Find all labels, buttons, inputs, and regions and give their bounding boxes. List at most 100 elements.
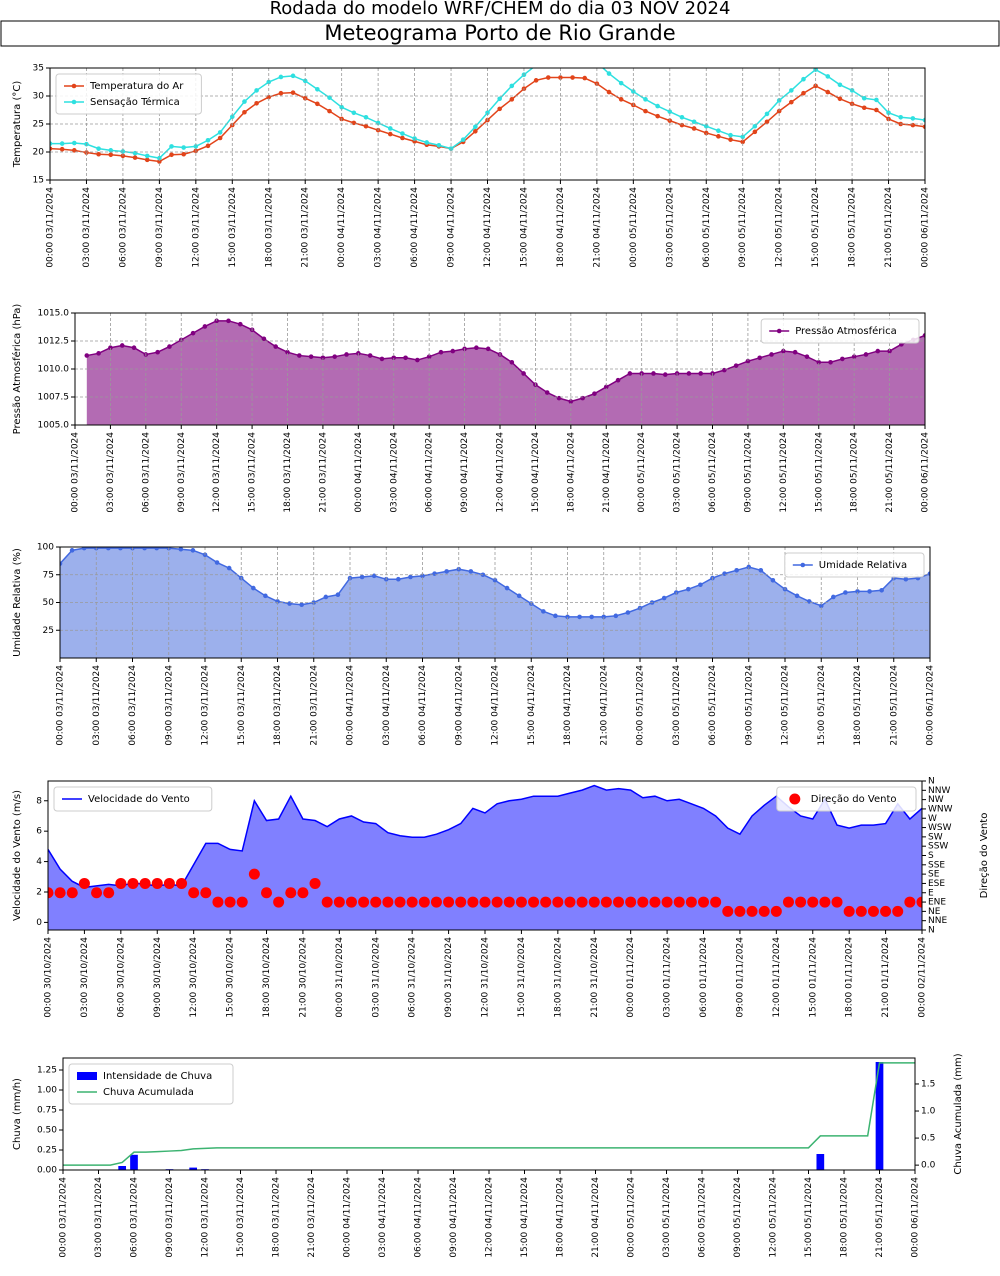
x-tick-label: 21:00 03/11/2024 [309,665,319,746]
point-marker [533,78,539,83]
y-tick-label: 0 [36,918,42,928]
x-tick-label: 09:00 31/10/2024 [444,937,454,1018]
x-tick-label: 00:00 06/11/2024 [921,432,931,513]
plot-frame [47,780,923,931]
point-marker [698,582,703,588]
scatter-point [710,896,722,908]
point-marker [570,52,575,57]
point-marker [60,561,63,566]
y2-tick-label: WNW [928,804,953,814]
point-marker [169,152,174,158]
x-tick-label: 03:00 31/10/2024 [371,937,381,1018]
scatter-point [685,896,697,908]
point-marker [497,96,502,102]
legend-swatch [77,1072,97,1080]
scatter-point [503,896,515,908]
point-marker [801,90,806,96]
x-tick-label: 15:00 05/11/2024 [811,187,821,268]
point-marker [492,578,498,583]
scatter-point [795,896,807,908]
scatter-point [904,896,916,908]
point-marker [544,390,550,395]
legend: Umidade Relativa [784,552,925,578]
scatter-point [625,896,637,908]
point-marker [861,95,867,101]
point-marker [875,348,881,354]
y-tick-label: 6 [36,827,42,837]
scatter-point [151,877,163,889]
x-tick-label: 09:00 04/11/2024 [454,665,464,746]
plot-frame [74,312,926,426]
bar [816,1154,825,1170]
x-tick-label: 09:00 03/11/2024 [165,1177,175,1258]
scatter-point [661,896,673,908]
scatter-point [819,896,831,908]
point-marker [589,614,594,620]
y2-tick-label: NNE [928,916,947,926]
point-marker [752,129,758,135]
x-tick-label: 00:00 05/11/2024 [629,187,639,268]
scatter-point [734,905,746,917]
point-marker [205,143,211,149]
x-tick-label: 03:00 05/11/2024 [662,1177,672,1258]
x-tick-label: 09:00 03/11/2024 [177,432,187,513]
point-marker [226,565,232,571]
point-marker [261,336,267,342]
scatter-point [831,896,843,908]
point-marker [273,344,278,349]
y2-tick-label: S [928,851,934,861]
point-marker [752,123,758,129]
y-tick-label: 1015.0 [38,309,70,319]
scatter-point [649,896,661,908]
subtitle-box [0,20,1000,47]
point-marker [396,576,401,582]
chart: 15 20 25 30 35 00:00 03/11/2024 03:00 03/11/20… [12,52,931,268]
x-tick-label: 00:00 01/11/2024 [626,937,636,1018]
scatter-point [188,887,200,899]
legend-box [784,552,925,578]
point-marker [545,75,551,80]
x-tick-label: 12:00 31/10/2024 [481,937,491,1018]
scatter-point [807,896,819,908]
point-marker [108,345,113,351]
scatter-point [515,896,527,908]
point-marker [728,137,733,142]
point-marker [132,155,138,160]
point-marker [190,548,196,553]
legend-box [776,786,917,812]
y-tick-label: 20 [33,148,45,158]
x-tick-label: 06:00 04/11/2024 [414,1177,424,1258]
x-tick-label: 00:00 05/11/2024 [627,1177,637,1258]
point-marker [72,148,77,153]
x-tick-label: 09:00 01/11/2024 [735,937,745,1018]
point-marker [792,349,798,355]
point-marker [178,547,184,552]
y2-tick-label: WSW [928,823,952,833]
point-marker [266,79,272,85]
scatter-point [418,896,430,908]
x-tick-label: 12:00 04/11/2024 [496,432,506,513]
point-marker [662,372,668,377]
x-tick-label: 21:00 03/11/2024 [307,1177,317,1258]
x-tick-label: 00:00 04/11/2024 [343,1177,353,1258]
point-marker [580,395,585,401]
point-marker [627,371,633,376]
point-marker [327,95,332,100]
point-marker [546,57,551,62]
point-marker [251,585,256,591]
x-tick-label: 12:00 04/11/2024 [485,1177,495,1258]
point-marker [863,352,869,357]
point-marker [757,355,763,361]
legend: Pressão Atmosférica [760,318,920,344]
y-tick-label: 35 [33,64,44,74]
point-marker [703,123,709,129]
scatter-point [163,877,175,889]
x-tick-label: 00:00 06/11/2024 [926,665,936,746]
scatter-point [285,887,297,899]
scatter-point [600,896,612,908]
scatter-point [236,896,248,908]
scatter-point [443,896,455,908]
scatter-point [455,896,467,908]
point-marker [643,97,648,102]
x-tick-label: 18:00 04/11/2024 [556,187,566,268]
